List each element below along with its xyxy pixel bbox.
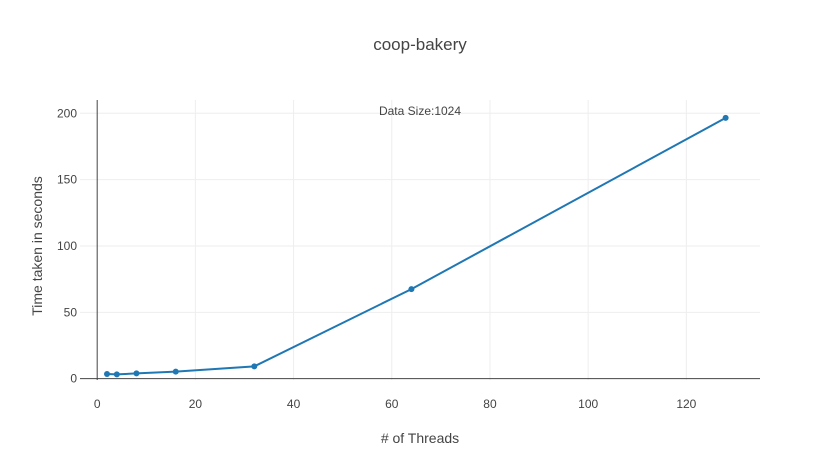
x-tick-label: 120 [676,397,696,411]
data-point [104,371,111,378]
data-size-annotation: Data Size:1024 [379,104,461,118]
data-point [251,363,258,370]
data-point [113,371,120,378]
axes [80,100,760,380]
x-tick-label: 0 [94,397,101,411]
data-point [408,286,415,293]
x-tick-label: 40 [287,397,301,411]
y-tick-label: 200 [57,106,77,120]
y-tick-label: 0 [70,372,77,386]
data-point [133,370,140,377]
tick-labels: 0 20 40 60 80 100 120 0 50 100 150 200 [57,106,697,411]
data-point [722,114,729,121]
x-tick-label: 100 [578,397,598,411]
y-tick-label: 100 [57,239,77,253]
data-point [172,368,179,375]
x-tick-label: 60 [385,397,399,411]
x-tick-label: 80 [483,397,497,411]
grid [80,100,760,380]
y-axis-title: Time taken in seconds [29,176,45,316]
x-axis-title: # of Threads [381,430,459,446]
x-tick-label: 20 [189,397,203,411]
y-tick-label: 150 [57,173,77,187]
series-line-group [104,114,729,378]
y-tick-label: 50 [64,305,78,319]
chart-title: coop-bakery [373,35,467,54]
